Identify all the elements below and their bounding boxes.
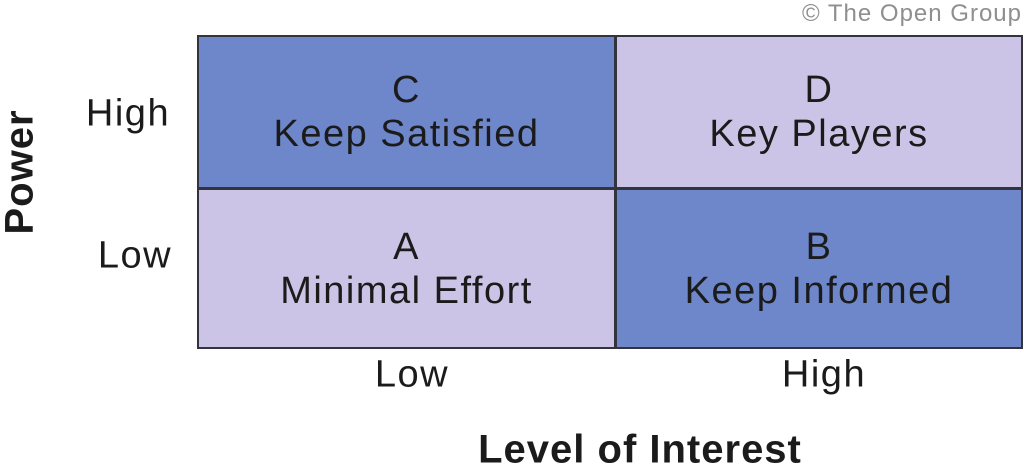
x-axis-label-low: Low [374, 353, 450, 396]
quadrant-d-key-players: D Key Players [617, 37, 1021, 187]
y-axis-title-power: Power [0, 109, 42, 235]
copyright-notice: © The Open Group [801, 0, 1022, 27]
quadrant-letter: A [393, 225, 420, 268]
quadrant-b-keep-informed: B Keep Informed [617, 190, 1021, 347]
matrix-grid: C Keep Satisfied D Key Players A Minimal… [197, 35, 1023, 349]
y-axis-label-high: High [85, 92, 171, 135]
quadrant-strategy: Minimal Effort [280, 269, 533, 312]
x-axis-label-high: High [781, 353, 867, 396]
quadrant-letter: C [392, 69, 421, 111]
quadrant-strategy: Keep Informed [684, 269, 954, 312]
quadrant-c-keep-satisfied: C Keep Satisfied [199, 37, 614, 187]
y-axis-label-low: Low [97, 234, 173, 277]
quadrant-strategy: Key Players [709, 113, 929, 155]
quadrant-a-minimal-effort: A Minimal Effort [199, 190, 614, 347]
quadrant-strategy: Keep Satisfied [273, 113, 540, 155]
quadrant-letter: B [805, 225, 833, 268]
x-axis-title-level-of-interest: Level of Interest [478, 427, 802, 472]
quadrant-letter: D [804, 69, 834, 111]
